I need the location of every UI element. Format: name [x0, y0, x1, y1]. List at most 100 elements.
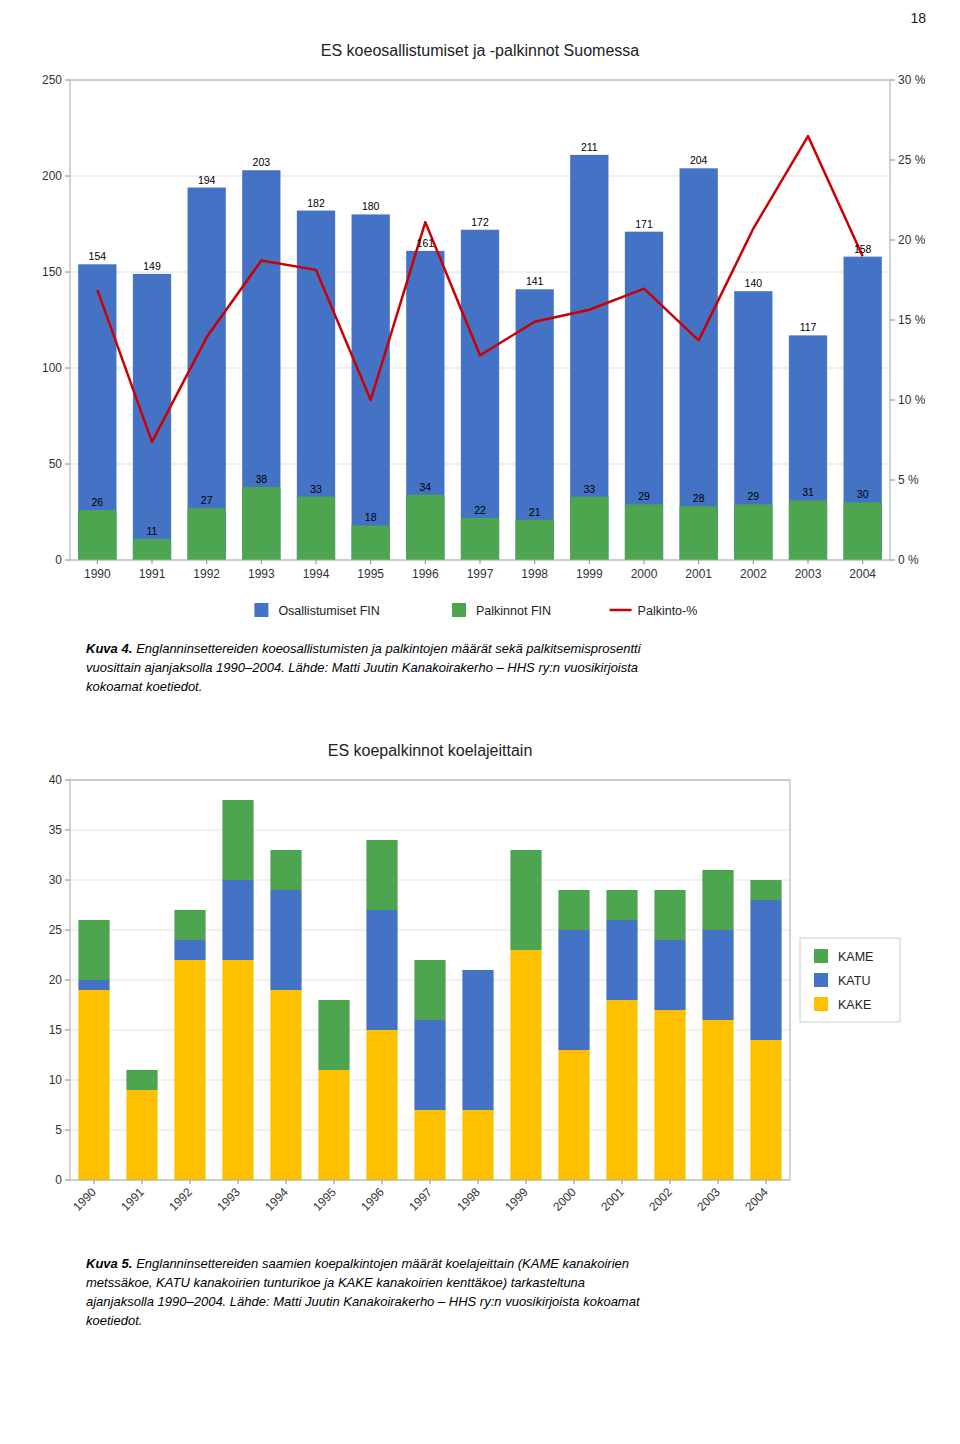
data-label: 204 — [690, 154, 708, 166]
bar — [188, 188, 226, 560]
legend-swatch — [814, 997, 828, 1011]
bar — [318, 1000, 349, 1070]
x-tick-label: 2002 — [740, 567, 767, 581]
chart: ES koepalkinnot koelajeittain05101520253… — [0, 730, 960, 1250]
x-tick-label: 1990 — [84, 567, 111, 581]
legend-swatch — [814, 949, 828, 963]
bar — [462, 1110, 493, 1180]
x-tick-label: 2000 — [631, 567, 658, 581]
bar — [242, 487, 280, 560]
grid-line — [70, 880, 790, 881]
data-label: 158 — [854, 243, 872, 255]
bar — [406, 251, 444, 560]
legend-swatch — [610, 609, 632, 612]
y-tick-label: 5 — [55, 1123, 62, 1137]
y2-tick-label: 30 % — [898, 73, 926, 87]
x-tick — [622, 1180, 623, 1184]
y-tick — [65, 272, 70, 273]
bar — [702, 1020, 733, 1180]
x-tick — [190, 1180, 191, 1184]
bar — [366, 1030, 397, 1180]
data-label: 211 — [581, 141, 598, 153]
caption: Kuva 4.Englanninsettereiden koeosallistu… — [86, 640, 874, 697]
y-tick — [65, 176, 70, 177]
plot-frame — [70, 80, 890, 560]
bar — [606, 1000, 637, 1180]
caption: Kuva 5.Englanninsettereiden saamien koep… — [86, 1255, 874, 1330]
bar — [366, 910, 397, 1030]
bar — [414, 960, 445, 1020]
y-tick-label: 10 — [49, 1073, 63, 1087]
bar — [352, 525, 390, 560]
y-tick — [65, 930, 70, 931]
legend-swatch — [452, 603, 466, 617]
x-tick-label: 1997 — [467, 567, 494, 581]
y-tick-label: 15 — [49, 1023, 63, 1037]
y2-tick — [890, 160, 895, 161]
y-tick — [65, 780, 70, 781]
legend-label: Palkinto-% — [638, 604, 698, 618]
x-tick — [425, 560, 426, 564]
x-tick-label: 1992 — [166, 1185, 195, 1214]
data-label: 26 — [91, 496, 103, 508]
data-label: 34 — [419, 481, 431, 493]
y-tick-label: 0 — [55, 553, 62, 567]
x-tick — [142, 1180, 143, 1184]
y-tick — [65, 1030, 70, 1031]
bar — [558, 890, 589, 930]
bar — [750, 1040, 781, 1180]
bar — [750, 900, 781, 1040]
data-label: 203 — [253, 156, 271, 168]
y-tick — [65, 880, 70, 881]
data-label: 180 — [362, 200, 380, 212]
bar — [174, 910, 205, 940]
y2-tick — [890, 320, 895, 321]
bar — [270, 890, 301, 990]
bar — [558, 930, 589, 1050]
x-tick — [286, 1180, 287, 1184]
x-tick-label: 1997 — [406, 1185, 435, 1214]
bar — [461, 230, 499, 560]
data-label: 30 — [857, 488, 869, 500]
x-tick-label: 2004 — [849, 567, 876, 581]
data-labels: 1541491942031821801611721412111712041401… — [89, 141, 872, 537]
x-tick — [94, 1180, 95, 1184]
x-tick-label: 1998 — [521, 567, 548, 581]
bar — [297, 497, 335, 560]
title: ES koeosallistumiset ja -palkinnot Suome… — [321, 42, 639, 59]
data-label: 22 — [474, 504, 486, 516]
data-label: 172 — [471, 216, 489, 228]
y-tick — [65, 560, 70, 561]
legend: KAMEKATUKAKE — [800, 938, 900, 1022]
bar — [366, 840, 397, 910]
legend: Osallistumiset FINPalkinnot FINPalkinto-… — [254, 603, 697, 618]
data-label: 27 — [201, 494, 213, 506]
bar — [270, 850, 301, 890]
bar — [510, 850, 541, 950]
x-tick — [430, 1180, 431, 1184]
bar — [78, 264, 116, 560]
data-label: 18 — [365, 511, 377, 523]
data-label: 149 — [143, 260, 161, 272]
x-tick-label: 1998 — [454, 1185, 483, 1214]
bar — [789, 500, 827, 560]
bar — [133, 539, 171, 560]
y2-tick-label: 5 % — [898, 473, 919, 487]
bar — [558, 1050, 589, 1180]
bar — [126, 1090, 157, 1180]
x-tick-label: 2001 — [598, 1185, 627, 1214]
x-tick-label: 1996 — [412, 567, 439, 581]
data-label: 154 — [89, 250, 107, 262]
y-tick-label: 20 — [49, 973, 63, 987]
y2-tick-label: 10 % — [898, 393, 926, 407]
bar — [222, 960, 253, 1180]
x-tick-label: 1994 — [262, 1185, 291, 1214]
data-label: 33 — [310, 483, 322, 495]
bar — [734, 504, 772, 560]
bar — [516, 520, 554, 560]
bar — [606, 890, 637, 920]
y-tick-label: 50 — [49, 457, 63, 471]
bar — [606, 920, 637, 1000]
y-tick-label: 40 — [49, 773, 63, 787]
x-tick-label: 2001 — [685, 567, 712, 581]
